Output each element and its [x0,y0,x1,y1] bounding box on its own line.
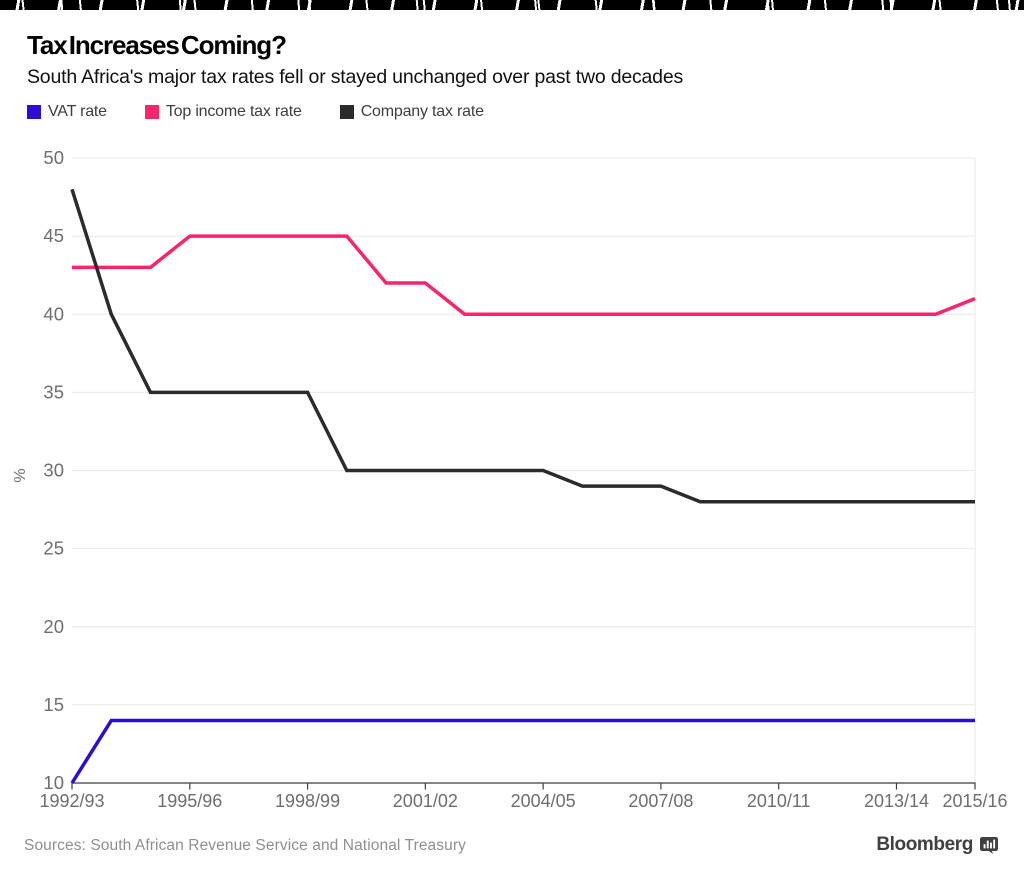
y-axis-unit-label: % [12,468,29,482]
x-tick-label: 1995/96 [157,791,222,811]
legend-item: VAT rate [27,103,107,121]
x-tick-label: 1998/99 [275,791,340,811]
x-tick-label: 2013/14 [864,791,929,811]
series-line-top-income-tax-rate [72,234,976,317]
legend-swatch-icon [339,105,354,119]
x-tick-label: 2001/02 [393,791,458,811]
legend-swatch-icon [144,105,159,119]
chart-legend: VAT rate Top income tax rate Company tax r… [27,103,484,121]
page-title: Tax Increases Coming? [27,30,287,60]
legend-item-label: VAT rate [48,103,107,120]
sources-note: Sources: South African Revenue Service a… [24,837,466,854]
y-tick-label: 15 [43,694,64,715]
x-tick-label: 2015/16 [942,791,1007,811]
legend-item-label: Top income tax rate [165,103,302,120]
y-tick-label: 10 [43,772,64,793]
legend-item: Company tax rate [339,103,484,121]
y-tick-label: 45 [43,225,64,246]
x-tick-label: 2010/11 [747,791,811,811]
torn-edge-decoration [0,0,1024,10]
y-tick-label: 35 [43,381,64,402]
legend-item-label: Company tax rate [360,103,484,120]
y-tick-label: 40 [43,303,64,324]
legend-swatch-icon [27,105,41,119]
bloomberg-wordmark: Bloomberg [876,834,973,855]
y-tick-label: 20 [43,616,64,637]
legend-item: Top income tax rate [144,103,302,121]
y-tick-label: 50 [43,147,64,168]
bloomberg-brand: Bloomberg [876,834,998,856]
y-tick-label: 30 [43,460,64,481]
series-line-vat-rate [70,718,975,784]
page-subtitle: South Africa's major tax rates fell or s… [27,66,684,88]
x-tick-label: 2004/05 [511,791,576,811]
tax-rates-line-chart: 10 15 20 25 30 35 40 45 50% 1992/93 1995/96 1998/99… [12,147,1008,811]
series-line-company-tax-rate [70,188,975,504]
x-tick-label: 1992/93 [39,791,104,811]
y-tick-label: 25 [43,538,64,559]
bloomberg-mark-icon [980,836,998,854]
x-tick-label: 2007/08 [628,791,693,811]
